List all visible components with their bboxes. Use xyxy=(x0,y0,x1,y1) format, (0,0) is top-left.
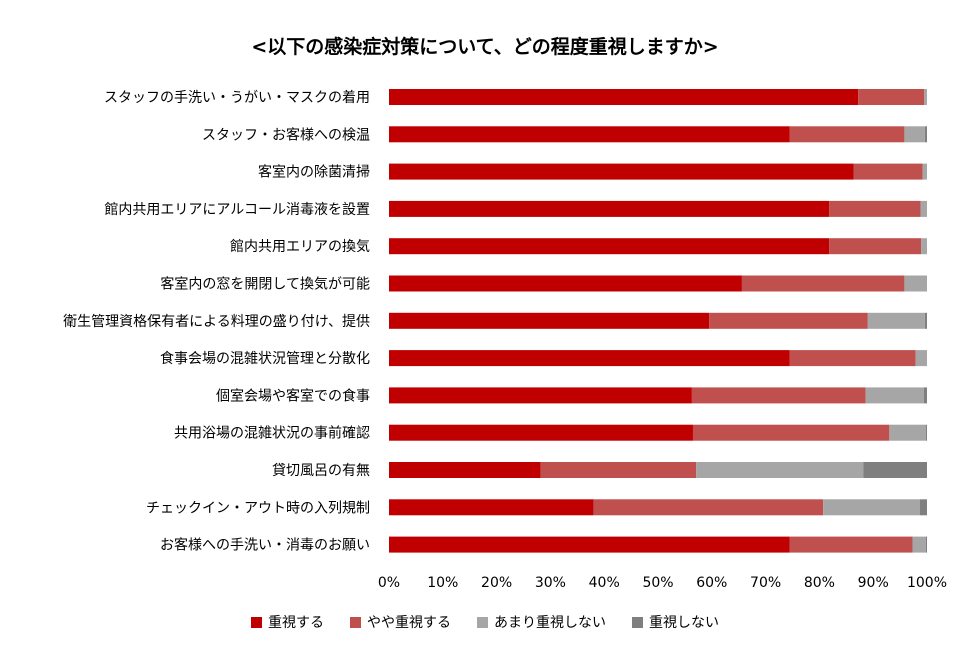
bar-segment-series-4-row-11 xyxy=(863,462,927,478)
bar-segment-series-1-row-10 xyxy=(389,424,693,441)
bar-segment-series-3-row-6 xyxy=(904,275,927,292)
bar-segment-series-1-row-13 xyxy=(389,536,790,553)
bar-segment-series-3-row-1 xyxy=(924,89,927,105)
category-label: お客様への手洗い・消毒のお願い xyxy=(160,537,370,554)
bar-segment-series-2-row-11 xyxy=(540,462,697,478)
bar-segment-series-3-row-9 xyxy=(865,387,924,404)
x-tick-label: 90% xyxy=(858,575,889,591)
legend: 重視する やや重視する あまり重視しない 重視しない xyxy=(0,612,970,632)
legend-label: 重視しない xyxy=(649,615,719,631)
legend-swatch xyxy=(251,616,262,628)
category-label: 食事会場の混雑状況管理と分散化 xyxy=(160,350,370,367)
legend-swatch xyxy=(477,616,488,628)
category-label: チェックイン・アウト時の入列規制 xyxy=(146,500,370,516)
bar-segment-series-2-row-3 xyxy=(853,163,923,180)
bars-layer xyxy=(389,89,927,553)
bar-segment-series-2-row-5 xyxy=(829,238,922,255)
x-tick-label: 30% xyxy=(535,575,566,591)
category-label: 館内共用エリアにアルコール消毒液を設置 xyxy=(104,201,370,218)
bar-segment-series-4-row-13 xyxy=(925,536,927,553)
category-label: 客室内の窓を開閉して換気が可能 xyxy=(160,276,370,293)
bar-segment-series-4-row-10 xyxy=(925,424,927,441)
legend-item: やや重視する xyxy=(350,612,451,632)
bar-segment-series-2-row-10 xyxy=(692,424,890,441)
bar-segment-series-3-row-11 xyxy=(696,462,864,478)
bar-segment-series-3-row-10 xyxy=(889,424,926,441)
bar-segment-series-2-row-4 xyxy=(829,200,921,217)
category-label: スタッフの手洗い・うがい・マスクの着用 xyxy=(104,90,370,106)
x-axis-ticks: 0% 10% 20% 30% 40% 50% 60% 70% 80% 90% 100% xyxy=(378,575,947,591)
bar-segment-series-1-row-12 xyxy=(389,499,594,516)
legend-label: 重視する xyxy=(268,615,324,631)
x-tick-label: 100% xyxy=(907,575,947,591)
bar-segment-series-1-row-6 xyxy=(389,275,742,292)
bar-segment-series-3-row-7 xyxy=(867,312,925,329)
bar-segment-series-1-row-5 xyxy=(389,238,830,255)
legend-item: 重視する xyxy=(251,612,324,632)
category-label: 貸切風呂の有無 xyxy=(272,463,370,479)
bar-segment-series-1-row-3 xyxy=(389,163,854,180)
bar-segment-series-3-row-5 xyxy=(921,238,927,255)
x-tick-label: 20% xyxy=(481,575,512,591)
legend-swatch xyxy=(632,616,643,628)
bar-segment-series-3-row-4 xyxy=(920,200,927,217)
x-tick-label: 80% xyxy=(804,575,835,591)
legend-item: 重視しない xyxy=(632,612,719,632)
bar-segment-series-3-row-2 xyxy=(904,126,925,143)
bar-segment-series-2-row-8 xyxy=(789,350,916,367)
category-label: 衛生管理資格保有者による料理の盛り付け、提供 xyxy=(63,314,370,330)
bar-segment-series-1-row-7 xyxy=(389,312,710,329)
bar-segment-series-3-row-12 xyxy=(823,499,921,516)
bar-segment-series-2-row-7 xyxy=(709,312,868,329)
bar-segment-series-2-row-9 xyxy=(691,387,866,404)
legend-label: やや重視する xyxy=(367,615,451,631)
legend-swatch xyxy=(350,616,361,628)
bar-segment-series-1-row-2 xyxy=(389,126,790,143)
bar-segment-series-1-row-8 xyxy=(389,350,790,367)
category-label: 個室会場や客室での食事 xyxy=(216,387,370,404)
bar-segment-series-1-row-11 xyxy=(389,462,541,478)
bar-segment-series-2-row-6 xyxy=(741,275,905,292)
bar-segment-series-4-row-2 xyxy=(924,126,927,143)
bar-segment-series-2-row-13 xyxy=(789,536,913,553)
category-label: 館内共用エリアの換気 xyxy=(230,238,370,255)
bar-segment-series-2-row-12 xyxy=(593,499,824,516)
bar-segment-series-4-row-9 xyxy=(923,387,927,404)
x-tick-label: 60% xyxy=(696,575,727,591)
bar-segment-series-1-row-9 xyxy=(389,387,692,404)
category-labels: スタッフの手洗い・うがい・マスクの着用スタッフ・お客様への検温客室内の除菌清掃館… xyxy=(63,90,370,554)
legend-item: あまり重視しない xyxy=(477,612,606,632)
bar-segment-series-3-row-8 xyxy=(915,350,927,367)
x-tick-label: 10% xyxy=(427,575,458,591)
category-label: スタッフ・お客様への検温 xyxy=(202,126,370,143)
bar-segment-series-4-row-7 xyxy=(924,312,927,329)
x-tick-label: 40% xyxy=(589,575,620,591)
category-label: 客室内の除菌清掃 xyxy=(258,164,370,181)
bar-segment-series-1-row-1 xyxy=(389,89,859,105)
x-tick-label: 50% xyxy=(642,575,673,591)
bar-segment-series-3-row-13 xyxy=(912,536,926,553)
x-tick-label: 0% xyxy=(378,575,400,591)
bar-segment-series-1-row-4 xyxy=(389,200,830,217)
bar-segment-series-4-row-12 xyxy=(920,499,927,516)
legend-label: あまり重視しない xyxy=(494,615,606,631)
chart-title: <以下の感染症対策について、どの程度重視しますか> xyxy=(251,36,719,58)
bar-segment-series-3-row-3 xyxy=(922,163,927,180)
bar-segment-series-2-row-2 xyxy=(789,126,905,143)
category-label: 共用浴場の混雑状況の事前確認 xyxy=(174,425,370,442)
bar-segment-series-2-row-1 xyxy=(858,89,925,105)
x-tick-label: 70% xyxy=(750,575,781,591)
